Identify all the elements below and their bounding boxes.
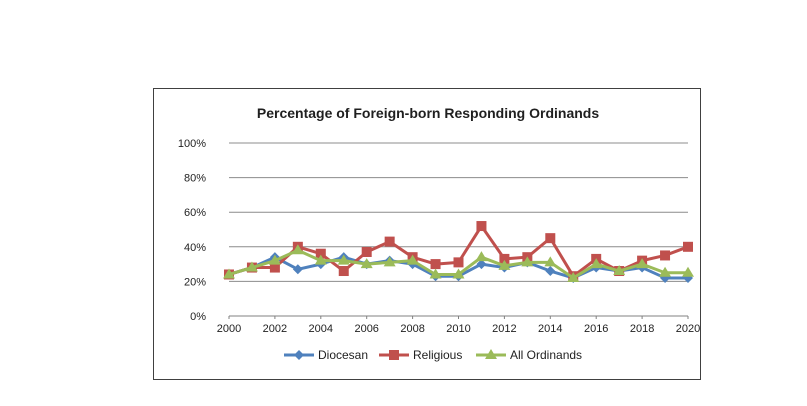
x-tick-label: 2016 xyxy=(584,323,608,335)
data-point-all-ordinands xyxy=(245,261,258,272)
data-point-religious xyxy=(361,246,372,257)
data-point-all-ordinands xyxy=(314,254,327,265)
data-point-all-ordinands xyxy=(567,271,580,282)
data-point-all-ordinands xyxy=(544,256,557,267)
legend-marker-all-ordinands xyxy=(485,349,497,359)
data-point-all-ordinands xyxy=(337,254,350,265)
legend-marker-diocesan xyxy=(294,350,304,360)
data-point-all-ordinands xyxy=(429,268,442,279)
y-tick-label: 80% xyxy=(184,173,206,185)
x-tick-label: 2018 xyxy=(630,323,654,335)
data-point-religious xyxy=(384,236,395,247)
legend-label-all-ordinands: All Ordinands xyxy=(510,348,582,362)
y-tick-label: 0% xyxy=(190,311,206,323)
data-point-all-ordinands xyxy=(383,256,396,267)
data-point-all-ordinands xyxy=(406,254,419,265)
x-tick-label: 2012 xyxy=(492,323,516,335)
data-point-religious xyxy=(338,266,349,277)
data-point-all-ordinands xyxy=(636,258,649,269)
data-point-religious xyxy=(269,262,280,273)
x-axis-labels: 2000 2002 2004 2006 2008 2010 2012 2014 2016 2018… xyxy=(217,316,700,335)
series-all-ordinands xyxy=(223,244,694,282)
data-point-all-ordinands xyxy=(268,254,281,265)
data-point-religious xyxy=(476,221,487,232)
line-chart: Percentage of Foreign-born Responding Or… xyxy=(178,105,700,362)
legend-item-diocesan: Diocesan xyxy=(284,348,368,362)
data-point-religious xyxy=(453,257,464,268)
data-point-diocesan xyxy=(476,259,487,270)
data-point-all-ordinands xyxy=(452,268,465,279)
data-point-diocesan xyxy=(545,266,556,277)
x-tick-label: 2006 xyxy=(354,323,378,335)
data-point-all-ordinands xyxy=(475,251,488,262)
legend-label-diocesan: Diocesan xyxy=(318,348,368,362)
data-point-all-ordinands xyxy=(498,259,511,270)
data-point-religious xyxy=(683,241,693,252)
x-tick-label: 2014 xyxy=(538,323,562,335)
x-tick-label: 2010 xyxy=(446,323,470,335)
data-point-all-ordinands xyxy=(360,258,373,269)
y-tick-label: 20% xyxy=(184,276,206,288)
data-point-diocesan xyxy=(292,264,303,275)
y-tick-label: 40% xyxy=(184,242,206,254)
x-tick-label: 2000 xyxy=(217,323,241,335)
x-tick-label: 2004 xyxy=(309,323,333,335)
data-point-religious xyxy=(315,248,326,259)
data-point-all-ordinands xyxy=(521,256,534,267)
x-tick-label: 2002 xyxy=(263,323,287,335)
legend-label-religious: Religious xyxy=(413,348,462,362)
y-axis-labels: 0% 20% 40% 60% 80% 100% xyxy=(178,138,206,323)
legend-item-all-ordinands: All Ordinands xyxy=(476,348,582,362)
chart-frame: Percentage of Foreign-born Responding Or… xyxy=(153,88,701,380)
legend-marker-religious xyxy=(389,350,399,360)
data-point-all-ordinands xyxy=(590,258,603,269)
data-point-religious xyxy=(545,233,556,244)
y-tick-label: 100% xyxy=(178,138,206,150)
data-point-all-ordinands xyxy=(682,266,694,277)
series-lines xyxy=(223,221,694,283)
data-point-religious xyxy=(499,253,510,264)
data-point-all-ordinands xyxy=(223,268,235,279)
data-point-all-ordinands xyxy=(613,265,626,276)
legend: Diocesan Religious All Ordinands xyxy=(284,348,582,362)
data-point-all-ordinands xyxy=(291,244,304,255)
data-point-religious xyxy=(430,259,441,270)
data-point-religious xyxy=(660,250,671,261)
data-point-all-ordinands xyxy=(659,266,672,277)
legend-item-religious: Religious xyxy=(379,348,462,362)
x-tick-label: 2008 xyxy=(400,323,424,335)
x-tick-label: 2020 xyxy=(676,323,700,335)
chart-title: Percentage of Foreign-born Responding Or… xyxy=(257,105,599,121)
grid-lines xyxy=(229,142,688,317)
y-tick-label: 60% xyxy=(184,207,206,219)
